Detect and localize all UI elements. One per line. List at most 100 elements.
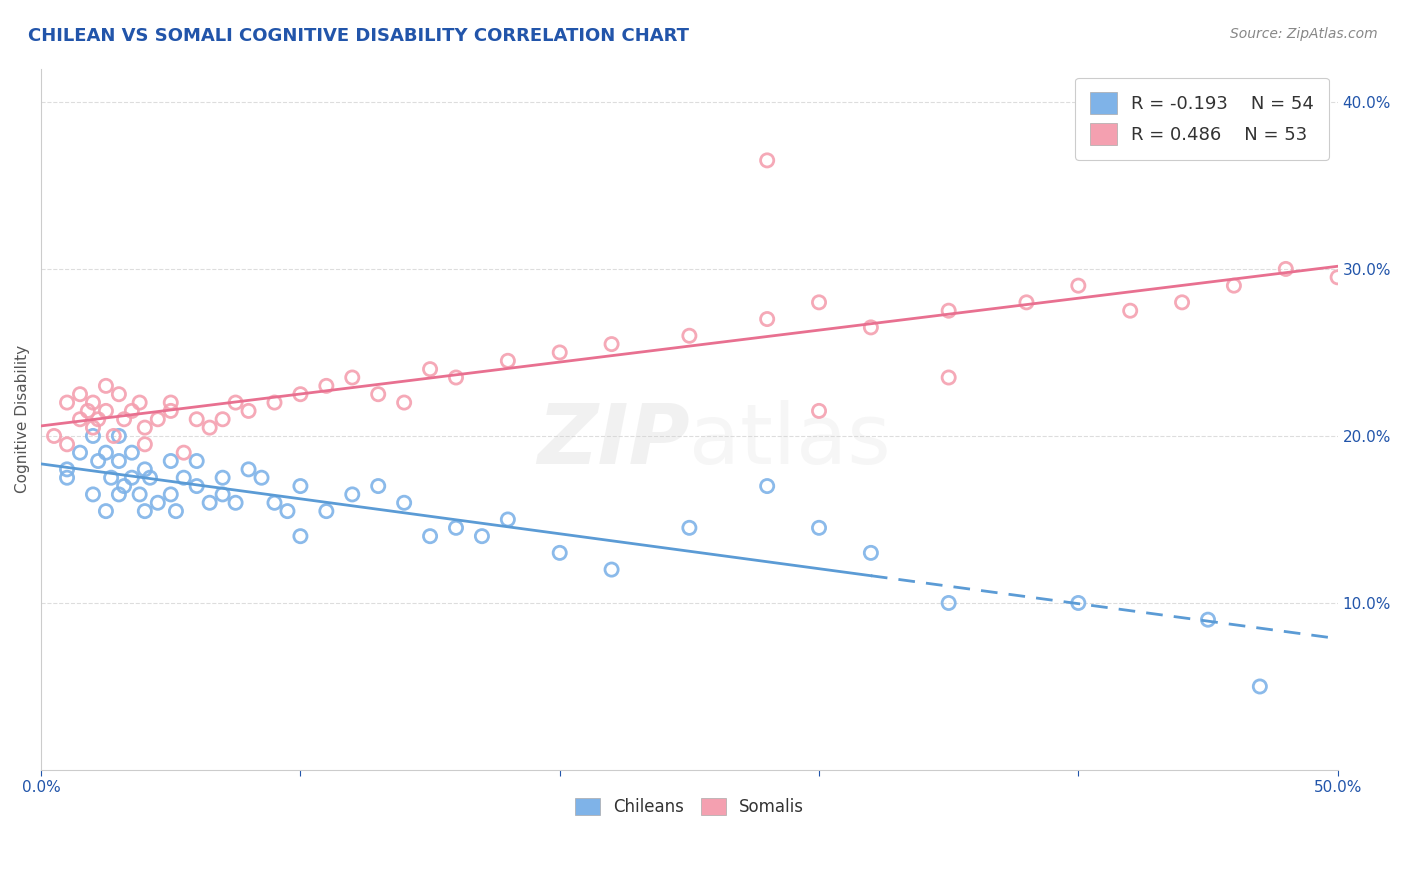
Point	[1326, 270, 1348, 285]
Point	[496, 353, 519, 368]
Point	[134, 504, 156, 518]
Point	[82, 420, 104, 434]
Point	[121, 471, 143, 485]
Point	[290, 529, 312, 543]
Point	[69, 445, 91, 459]
Point	[1067, 278, 1090, 293]
Point	[186, 454, 208, 468]
Point	[173, 445, 195, 459]
Point	[225, 496, 247, 510]
Point	[859, 320, 882, 334]
Point	[198, 496, 221, 510]
Point	[134, 462, 156, 476]
Point	[444, 521, 467, 535]
Point	[108, 487, 131, 501]
Point	[186, 479, 208, 493]
Point	[600, 563, 623, 577]
Point	[263, 496, 285, 510]
Y-axis label: Cognitive Disability: Cognitive Disability	[15, 345, 30, 493]
Point	[938, 303, 960, 318]
Point	[112, 412, 135, 426]
Point	[342, 370, 364, 384]
Point	[82, 429, 104, 443]
Point	[678, 328, 700, 343]
Point	[56, 462, 79, 476]
Text: atlas: atlas	[689, 400, 891, 481]
Point	[808, 295, 831, 310]
Point	[56, 395, 79, 409]
Point	[1249, 680, 1271, 694]
Point	[808, 521, 831, 535]
Point	[69, 412, 91, 426]
Point	[159, 404, 181, 418]
Point	[496, 512, 519, 526]
Point	[238, 404, 260, 418]
Point	[94, 504, 117, 518]
Point	[42, 429, 65, 443]
Point	[938, 370, 960, 384]
Point	[756, 153, 779, 168]
Point	[198, 420, 221, 434]
Point	[419, 362, 441, 376]
Text: Source: ZipAtlas.com: Source: ZipAtlas.com	[1230, 27, 1378, 41]
Point	[87, 412, 110, 426]
Point	[146, 412, 169, 426]
Point	[211, 487, 233, 501]
Point	[134, 437, 156, 451]
Point	[1015, 295, 1038, 310]
Point	[173, 471, 195, 485]
Point	[134, 420, 156, 434]
Point	[108, 387, 131, 401]
Point	[103, 429, 125, 443]
Point	[290, 387, 312, 401]
Point	[1223, 278, 1246, 293]
Point	[211, 471, 233, 485]
Point	[108, 429, 131, 443]
Point	[315, 379, 337, 393]
Point	[600, 337, 623, 351]
Point	[1274, 262, 1296, 277]
Point	[290, 479, 312, 493]
Point	[276, 504, 298, 518]
Point	[159, 454, 181, 468]
Point	[186, 412, 208, 426]
Point	[1067, 596, 1090, 610]
Point	[108, 454, 131, 468]
Legend: Chileans, Somalis: Chileans, Somalis	[567, 790, 813, 825]
Point	[121, 445, 143, 459]
Text: ZIP: ZIP	[537, 400, 689, 481]
Point	[263, 395, 285, 409]
Point	[808, 404, 831, 418]
Point	[100, 471, 122, 485]
Point	[82, 395, 104, 409]
Point	[419, 529, 441, 543]
Point	[250, 471, 273, 485]
Point	[548, 345, 571, 359]
Point	[94, 404, 117, 418]
Point	[1171, 295, 1194, 310]
Point	[444, 370, 467, 384]
Point	[1119, 303, 1142, 318]
Point	[756, 479, 779, 493]
Point	[121, 404, 143, 418]
Point	[76, 404, 98, 418]
Point	[128, 395, 150, 409]
Point	[756, 312, 779, 326]
Point	[392, 395, 415, 409]
Point	[94, 379, 117, 393]
Point	[82, 487, 104, 501]
Point	[94, 445, 117, 459]
Point	[159, 487, 181, 501]
Text: CHILEAN VS SOMALI COGNITIVE DISABILITY CORRELATION CHART: CHILEAN VS SOMALI COGNITIVE DISABILITY C…	[28, 27, 689, 45]
Point	[367, 387, 389, 401]
Point	[69, 387, 91, 401]
Point	[392, 496, 415, 510]
Point	[238, 462, 260, 476]
Point	[139, 471, 162, 485]
Point	[112, 479, 135, 493]
Point	[159, 395, 181, 409]
Point	[315, 504, 337, 518]
Point	[678, 521, 700, 535]
Point	[87, 454, 110, 468]
Point	[471, 529, 494, 543]
